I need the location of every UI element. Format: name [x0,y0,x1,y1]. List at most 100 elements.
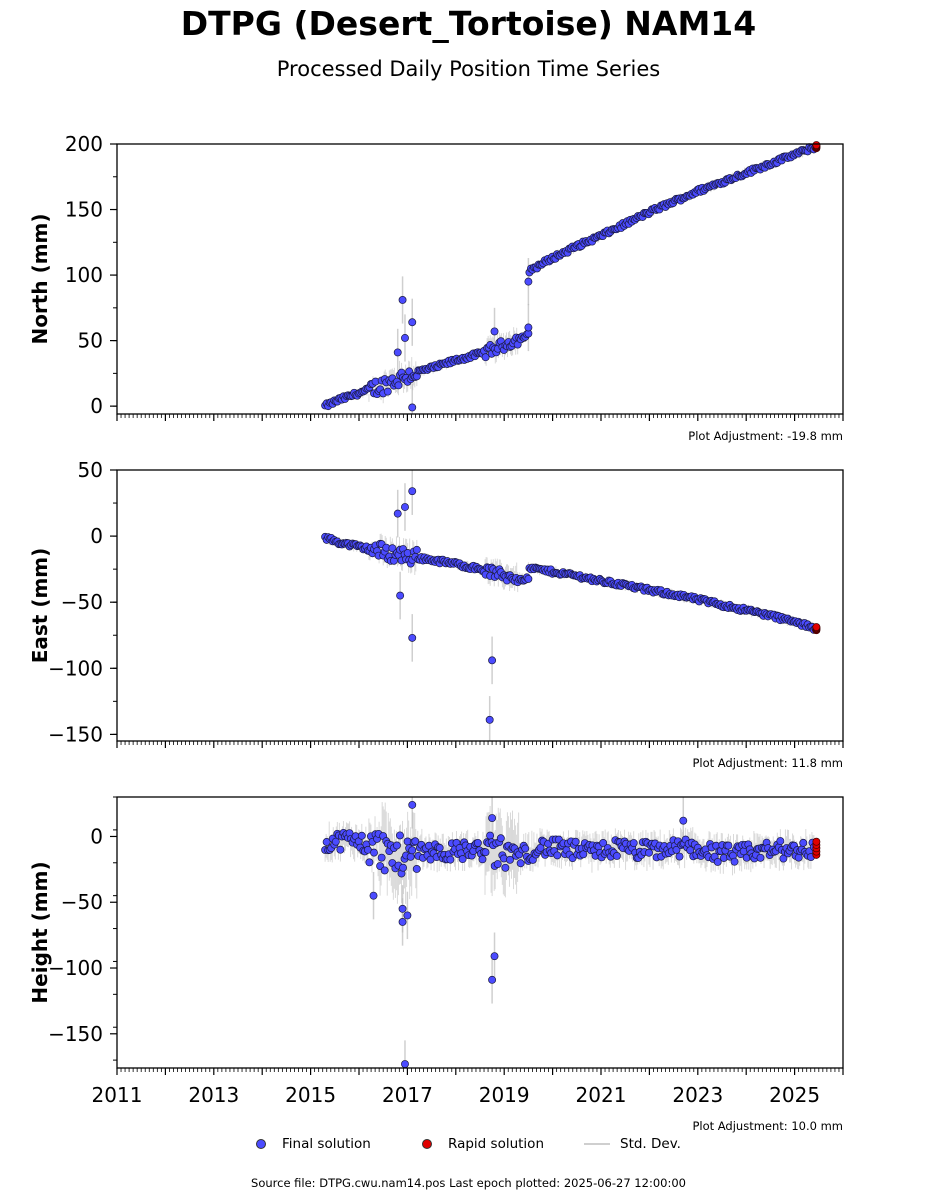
final-solution-point [388,544,397,553]
x-tick-label: 2023 [672,1083,723,1107]
final-solution-point [403,911,412,920]
rapid-solution-point [812,837,821,846]
final-solution-point [458,855,467,864]
legend-rapid-marker [422,1139,432,1149]
legend-rapid-label: Rapid solution [448,1136,544,1152]
final-solution-point [393,509,402,518]
final-solution-point [524,323,533,332]
final-solution-point [322,838,331,846]
final-solution-point [521,844,530,853]
final-solution-point [516,859,525,868]
rapid-solution-point [812,623,821,631]
final-solution-point [486,831,495,840]
x-tick-label: 2021 [576,1083,627,1107]
final-solution-point [412,545,421,554]
final-solution-point [524,277,533,286]
final-solution-point [488,656,497,665]
y-tick-label: 0 [90,524,103,548]
final-solution-point [401,1060,409,1069]
x-tick-label: 2011 [92,1083,143,1107]
final-solution-point [481,353,490,362]
final-solution-point [730,857,739,866]
final-solution-point [408,846,417,855]
final-solution-point [401,334,409,342]
axes-frame [116,143,844,415]
final-solution-point [408,800,417,809]
y-tick-label: 200 [65,132,103,156]
y-tick-label: 50 [78,329,103,353]
final-solution-point [401,503,409,511]
final-solution-point [408,633,417,642]
final-solution-point [435,843,444,852]
final-solution-point [612,852,621,860]
final-solution-point [672,845,681,854]
final-solution-point [501,863,510,872]
plot-adjustment-label: Plot Adjustment: 11.8 mm [692,756,843,770]
final-solution-point [446,855,455,864]
final-solution-point [799,838,808,847]
final-solution-point [579,850,588,859]
y-tick-label: −100 [48,956,103,980]
plot-adjustment-label: Plot Adjustment: 10.0 mm [692,1119,843,1133]
final-solution-point [553,851,562,860]
final-solution-point [398,296,407,304]
legend-rapid: Rapid solution [422,1136,544,1152]
final-solution-point [599,838,608,847]
final-solution-point [756,853,765,862]
y-tick-label: −150 [48,1022,103,1046]
final-solution-point [776,837,785,845]
final-solution-point [645,848,653,857]
y-tick-label: 150 [65,198,103,222]
final-solution-point [336,845,345,854]
final-solution-point [383,387,392,396]
y-tick-label: −100 [48,656,103,680]
final-solution-point [392,841,401,850]
final-solution-point [406,852,415,861]
y-tick-label: 0 [90,394,103,418]
final-solution-point [481,848,490,857]
final-solution-point [398,904,407,913]
final-solution-point [496,834,505,843]
final-solution-point [412,864,421,873]
y-tick-label: 50 [78,458,103,482]
final-solution-point [794,853,803,862]
final-solution-point [478,855,487,864]
x-tick-label: 2017 [382,1083,433,1107]
y-tick-label: 0 [90,824,103,848]
final-solution-point [399,863,407,872]
legend-std-label: Std. Dev. [620,1136,681,1152]
axes-frame [116,796,844,1069]
final-solution-point [380,866,389,875]
y-tick-label: −150 [48,722,103,746]
final-solution-point [506,855,514,864]
y-tick-label: −50 [61,590,103,614]
final-solution-point [493,860,502,868]
final-solution-point [679,816,688,825]
final-solution-point [393,348,402,357]
final-solution-point [713,858,722,866]
final-solution-point [490,327,499,336]
plot-adjustment-label: Plot Adjustment: -19.8 mm [688,429,843,443]
x-tick-label: 2015 [285,1083,336,1107]
y-tick-label: −50 [61,890,103,914]
final-solution-point [473,838,482,847]
legend-std-line [584,1143,610,1145]
final-solution-point [396,831,404,840]
final-solution-point [571,837,580,846]
legend-final: Final solution [256,1136,371,1152]
legend-final-label: Final solution [282,1136,371,1152]
final-solution-point [411,837,420,846]
final-solution-point [488,975,497,984]
final-solution-point [485,715,494,724]
final-solution-point [490,952,499,961]
final-solution-point [370,848,378,857]
legend-final-marker [256,1139,266,1149]
final-solution-point [629,839,638,847]
final-solution-point [675,852,684,861]
final-solution-point [396,591,405,600]
y-axis-label: North (mm) [28,213,52,344]
y-tick-label: 100 [65,263,103,287]
chart-title: DTPG (Desert_Tortoise) NAM14 [180,4,757,43]
final-solution-point [394,381,403,390]
